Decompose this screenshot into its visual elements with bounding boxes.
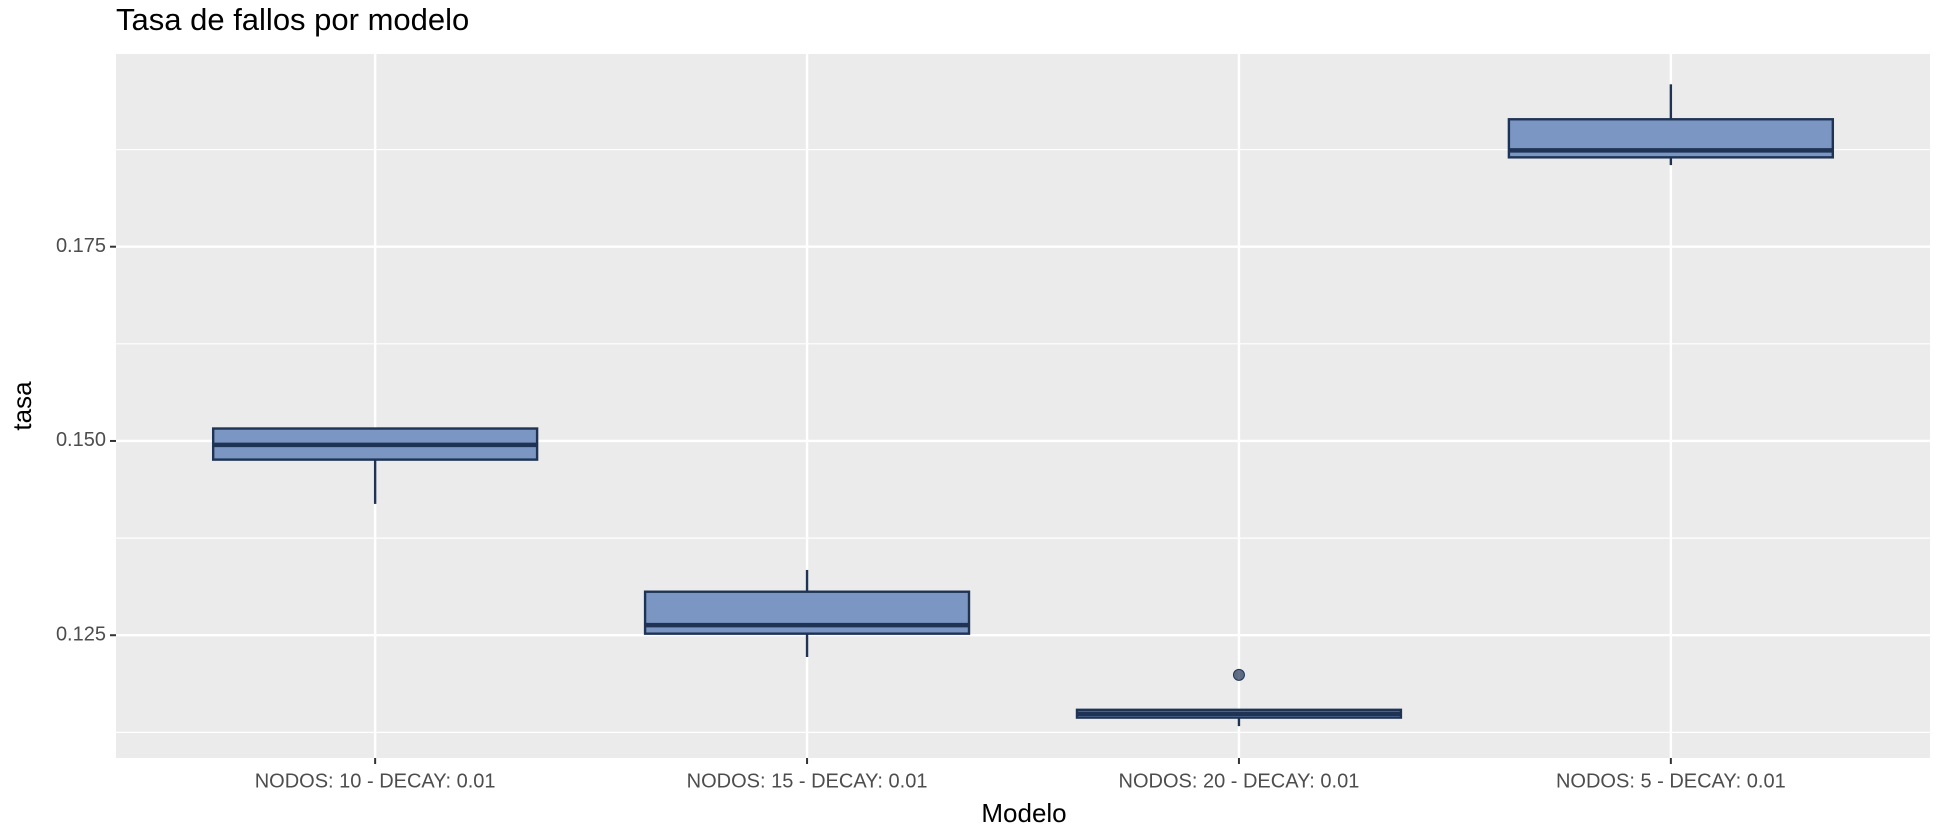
chart-title: Tasa de fallos por modelo: [116, 2, 469, 37]
x-tick-label: NODOS: 10 - DECAY: 0.01: [255, 770, 496, 792]
y-axis-title: tasa: [7, 381, 37, 431]
x-tick-label: NODOS: 20 - DECAY: 0.01: [1119, 770, 1360, 792]
y-tick-label: 0.175: [56, 235, 106, 257]
outlier: [1232, 668, 1245, 681]
panel: [116, 54, 1930, 758]
x-tick-label: NODOS: 15 - DECAY: 0.01: [687, 770, 928, 792]
x-axis-title: Modelo: [981, 798, 1066, 828]
x-tick-label: NODOS: 5 - DECAY: 0.01: [1556, 770, 1786, 792]
box: [643, 590, 971, 635]
y-tick-label: 0.125: [56, 624, 106, 646]
y-tick-label: 0.150: [56, 429, 106, 451]
